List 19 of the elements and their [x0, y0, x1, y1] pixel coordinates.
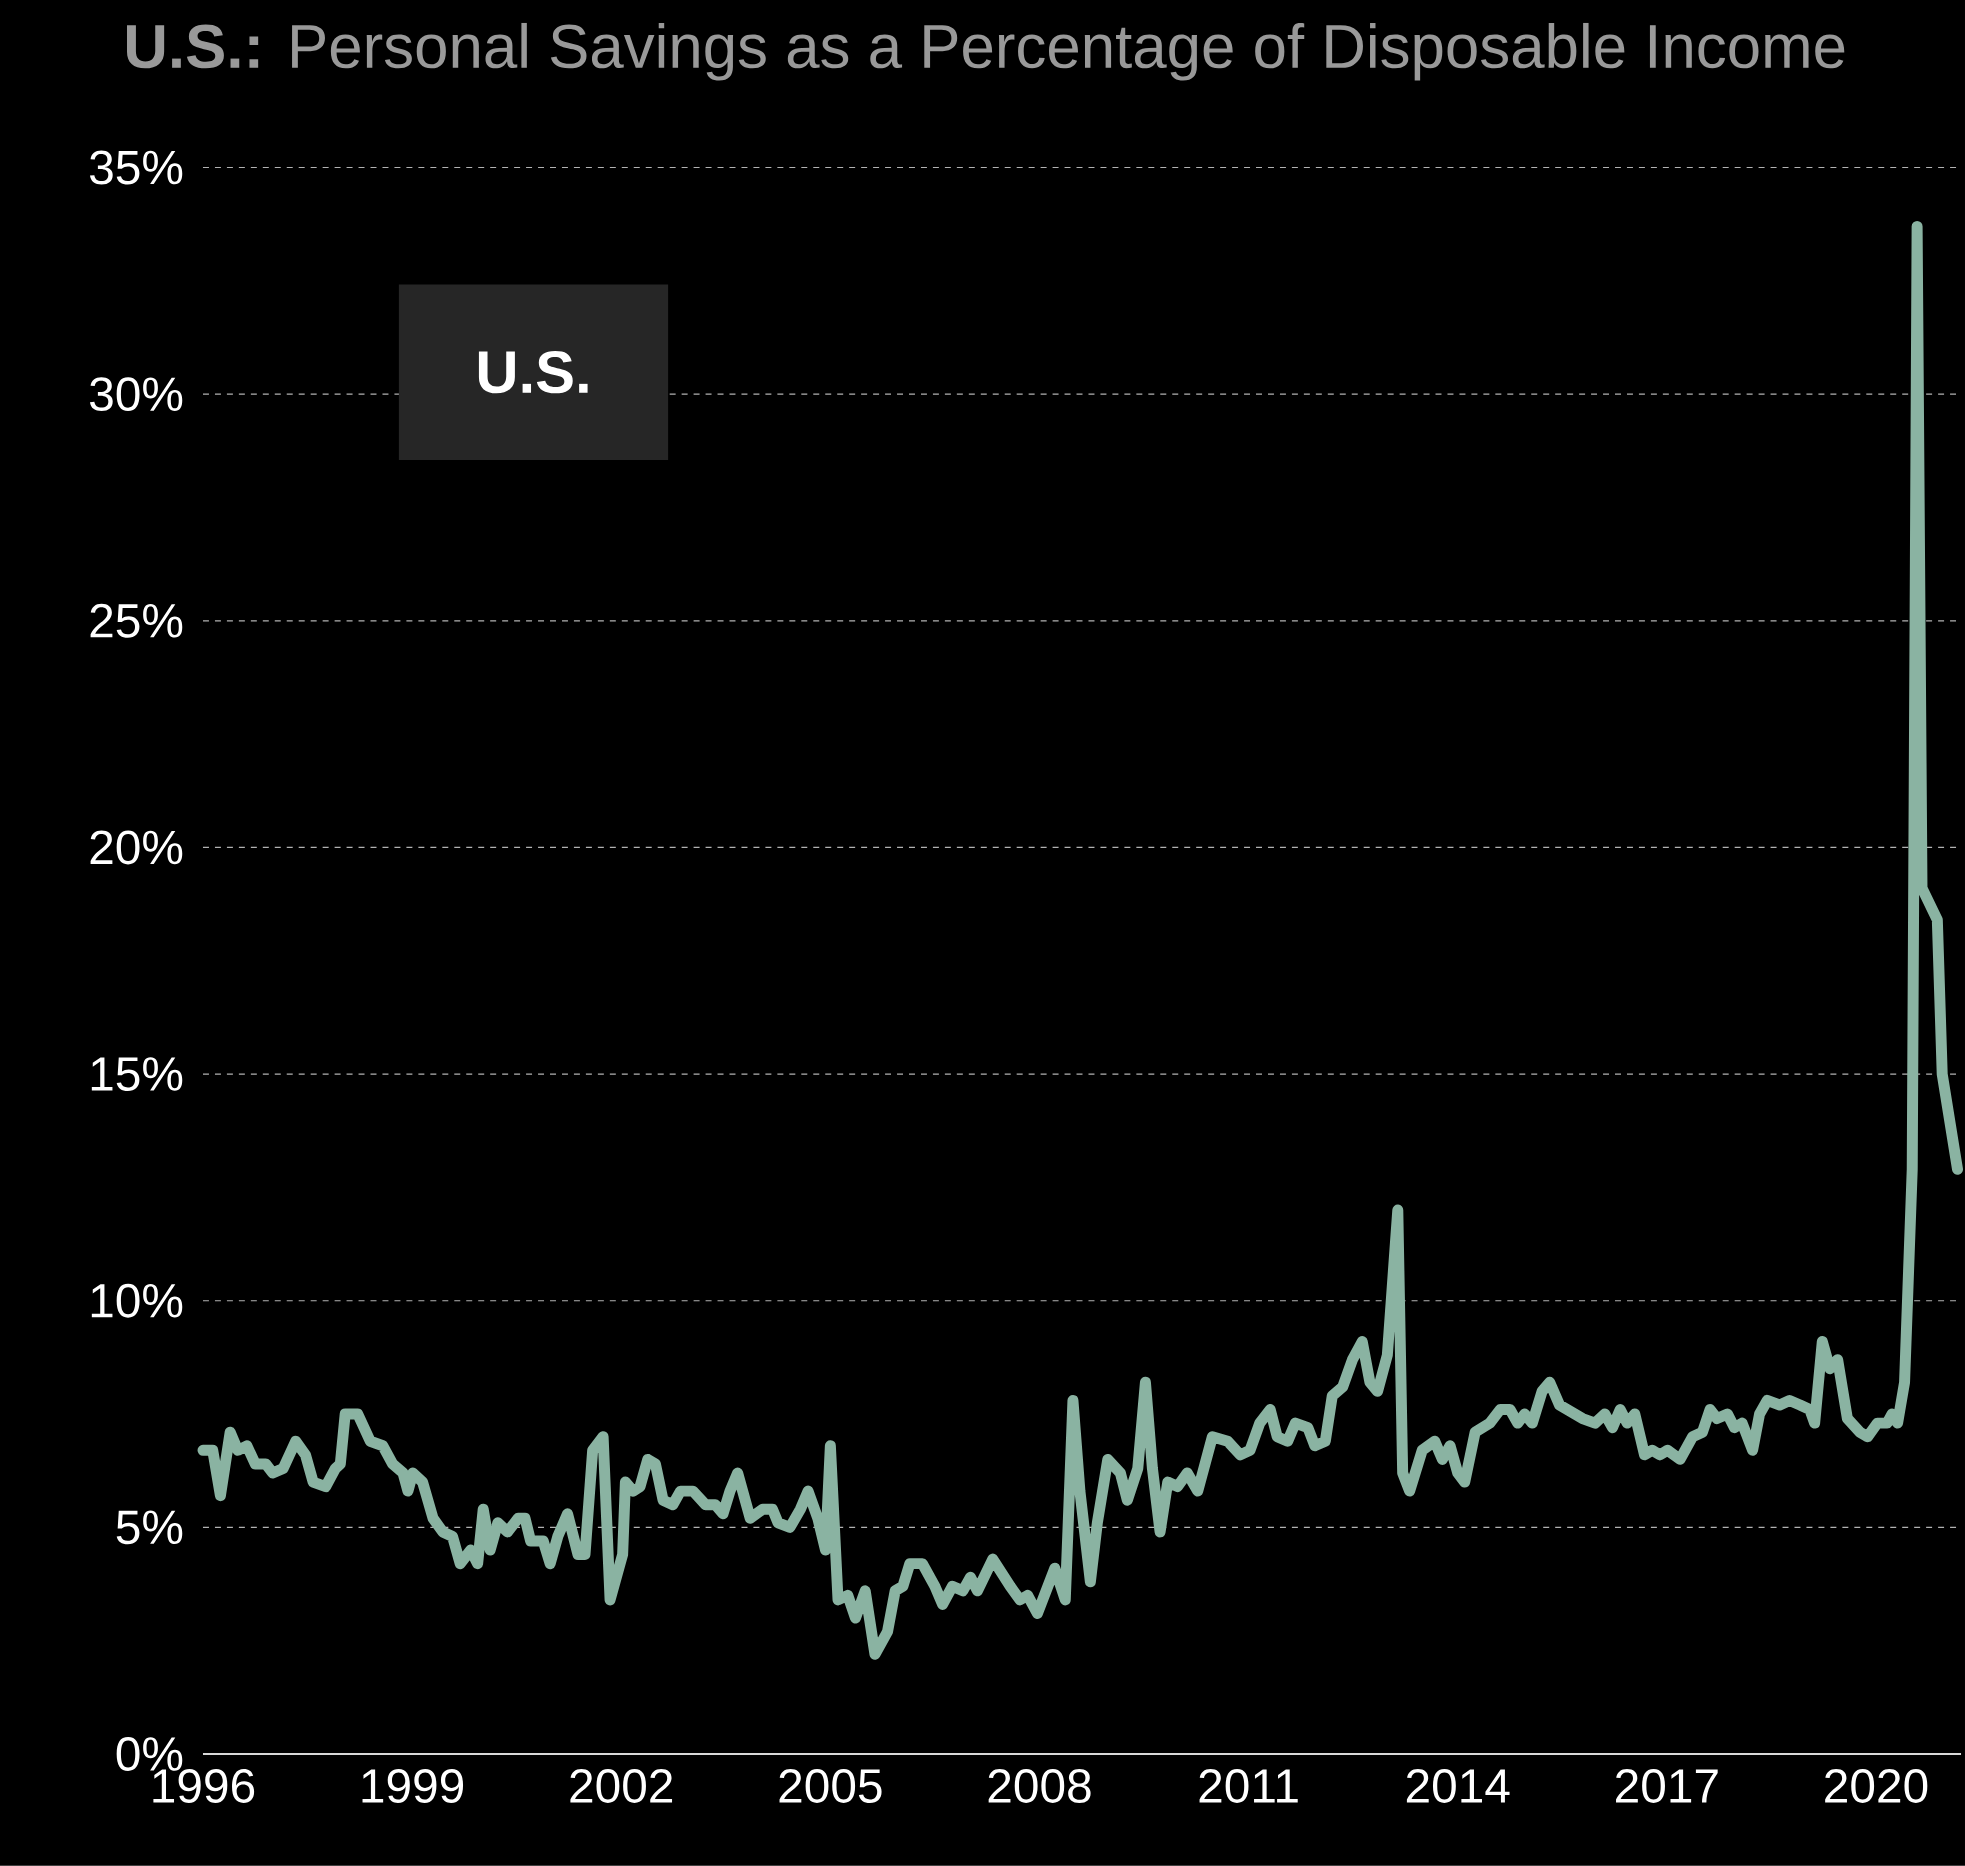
x-tick-label: 2011	[1199, 1769, 1298, 1804]
y-tick-label: 0%	[116, 1737, 183, 1772]
x-tick-label: 2014	[1406, 1769, 1510, 1804]
y-tick-label: 15%	[91, 1057, 183, 1092]
x-tick-label: 1999	[362, 1769, 464, 1804]
x-tick-label: 2020	[1825, 1769, 1928, 1804]
x-tick-label: 2005	[779, 1769, 882, 1804]
x-tick-label: 2002	[570, 1769, 673, 1804]
y-tick-label: 35%	[89, 150, 183, 185]
y-tick-label: 20%	[90, 830, 183, 865]
y-tick-label: 5%	[116, 1510, 183, 1545]
y-tick-label: 10%	[91, 1283, 183, 1318]
x-tick-label: 2017	[1616, 1769, 1718, 1804]
y-tick-label: 30%	[89, 377, 183, 412]
x-tick-label: 1996	[153, 1769, 255, 1804]
annotation: U.S.	[478, 351, 588, 394]
x-tick-label: 2008	[988, 1769, 1091, 1804]
y-tick-label: 25%	[90, 604, 183, 638]
chart-title: U.S.: Personal Savings as a Percentage of Disposable Income	[127, 23, 1845, 81]
